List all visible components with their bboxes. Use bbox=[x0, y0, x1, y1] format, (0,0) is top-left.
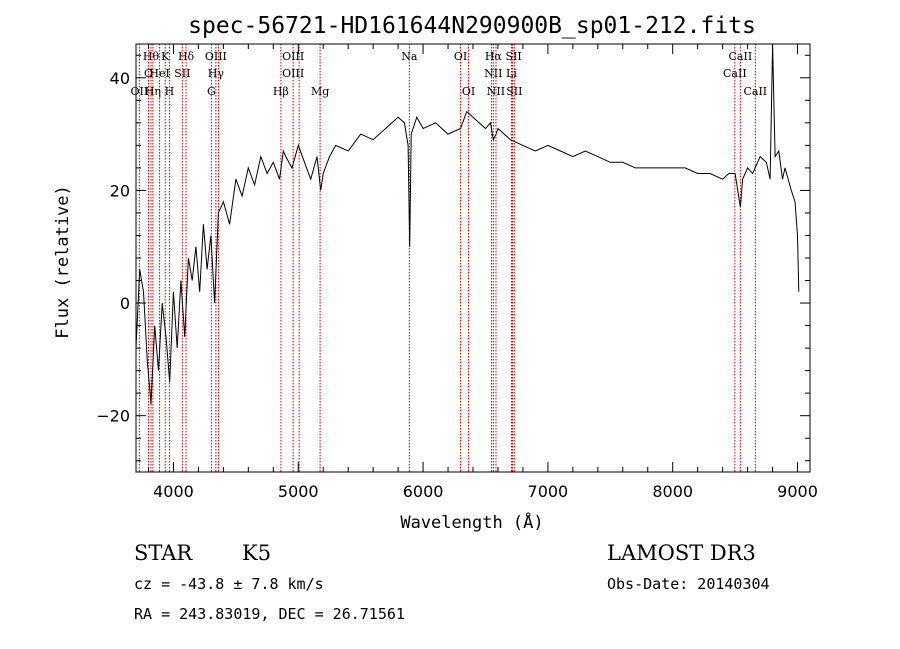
object-class: STAR bbox=[134, 541, 193, 565]
x-axis-label: Wavelength (Å) bbox=[400, 511, 543, 533]
line-label: CaII bbox=[723, 67, 747, 80]
x-tick-label: 6000 bbox=[403, 482, 444, 501]
y-axis-label: Flux (relative) bbox=[53, 185, 73, 339]
x-tick-label: 7000 bbox=[528, 482, 569, 501]
object-subclass: K5 bbox=[242, 541, 271, 565]
emission-line-markers bbox=[138, 44, 756, 472]
y-tick-label: 40 bbox=[110, 69, 130, 88]
x-tick-label: 9000 bbox=[777, 482, 818, 501]
line-label: Li bbox=[506, 67, 517, 80]
line-label: OI bbox=[462, 85, 475, 98]
x-tick-label: 8000 bbox=[652, 482, 693, 501]
y-tick-label: −20 bbox=[96, 407, 130, 426]
coordinates: RA = 243.83019, DEC = 26.71561 bbox=[134, 605, 405, 623]
line-label: SII bbox=[505, 50, 521, 63]
line-label: O bbox=[144, 67, 153, 80]
line-label: Mg bbox=[311, 85, 329, 98]
line-label: CaII bbox=[729, 50, 753, 63]
line-label: Hα bbox=[485, 50, 503, 63]
x-tick-label: 4000 bbox=[153, 482, 194, 501]
line-label: Hη bbox=[145, 85, 161, 98]
line-label: SII bbox=[506, 85, 522, 98]
line-label: Hγ bbox=[208, 67, 225, 80]
line-label: Hθ bbox=[143, 50, 160, 63]
axis-ticks: 4000 5000 6000 7000 8000 9000 −20 0 20 40 bbox=[96, 44, 818, 501]
chart-title: spec-56721-HD161644N290900B_sp01-212.fit… bbox=[188, 13, 756, 39]
plot-frame bbox=[135, 43, 811, 473]
line-label: NII bbox=[484, 67, 502, 80]
line-label: Na bbox=[401, 50, 418, 63]
obs-date: Obs-Date: 20140304 bbox=[607, 575, 770, 593]
line-label: K bbox=[161, 50, 170, 63]
series-layer bbox=[135, 45, 800, 405]
line-label: Hδ bbox=[178, 50, 195, 63]
survey-name: LAMOST DR3 bbox=[607, 541, 756, 565]
line-label: OI bbox=[454, 50, 467, 63]
line-label: Hβ bbox=[273, 85, 289, 98]
line-label: SII bbox=[174, 67, 190, 80]
y-tick-label: 0 bbox=[120, 294, 130, 313]
series-line-spectrum bbox=[135, 45, 800, 405]
line-label: HeI bbox=[149, 67, 169, 80]
line-label: OIII bbox=[282, 50, 304, 63]
redshift-line: cz = -43.8 ± 7.8 km/s bbox=[134, 575, 324, 593]
line-label: OIII bbox=[205, 50, 227, 63]
line-label: CaII bbox=[743, 85, 767, 98]
line-label: NII bbox=[487, 85, 505, 98]
line-label: OIII bbox=[282, 67, 304, 80]
y-tick-label: 20 bbox=[110, 181, 130, 200]
line-label: G bbox=[207, 85, 216, 98]
x-tick-label: 5000 bbox=[278, 482, 319, 501]
line-label: OII bbox=[131, 85, 149, 98]
line-label: H bbox=[165, 85, 175, 98]
